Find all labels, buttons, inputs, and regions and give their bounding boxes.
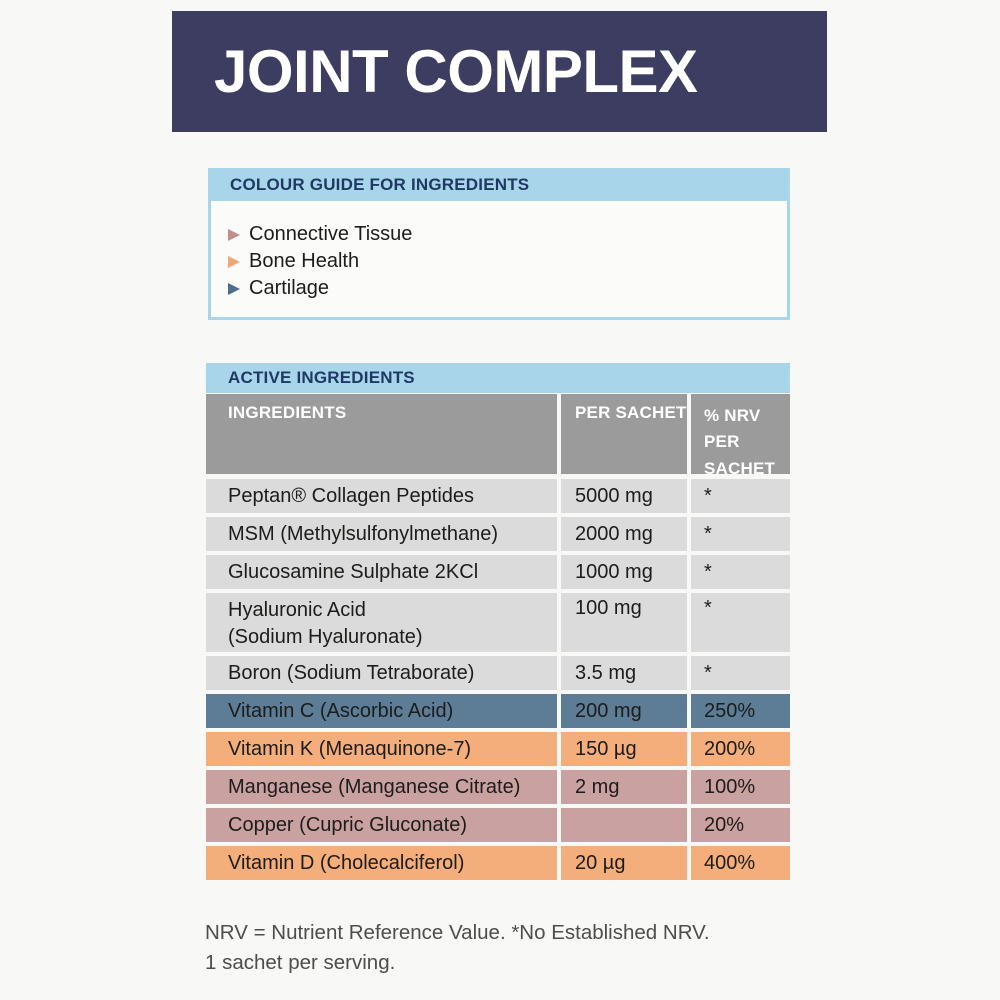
- column-header-per-sachet: PER SACHET: [561, 394, 687, 474]
- legend-item-bone-health: Bone Health: [228, 248, 787, 275]
- per-sachet-value: [561, 808, 687, 842]
- nrv-value: 100%: [691, 770, 790, 804]
- legend-item-cartilage: Cartilage: [228, 275, 787, 302]
- colour-guide-header: COLOUR GUIDE FOR INGREDIENTS: [208, 168, 790, 201]
- ingredient-name: MSM (Methylsulfonylmethane): [206, 517, 557, 551]
- page-title: JOINT COMPLEX: [214, 38, 698, 105]
- active-ingredients-header: ACTIVE INGREDIENTS: [206, 363, 790, 393]
- ingredient-name: Vitamin K (Menaquinone-7): [206, 732, 557, 766]
- table-row-vitamin-d: Vitamin D (Cholecalciferol) 20 µg 400%: [206, 846, 790, 880]
- nrv-value: *: [691, 656, 790, 690]
- table-row-vitamin-c: Vitamin C (Ascorbic Acid) 200 mg 250%: [206, 694, 790, 728]
- ingredient-name: Glucosamine Sulphate 2KCl: [206, 555, 557, 589]
- per-sachet-value: 3.5 mg: [561, 656, 687, 690]
- per-sachet-value: 200 mg: [561, 694, 687, 728]
- nrv-value: 20%: [691, 808, 790, 842]
- nrv-value: 200%: [691, 732, 790, 766]
- footnote-nrv: NRV = Nutrient Reference Value. *No Esta…: [205, 921, 710, 944]
- legend-label-connective-tissue: Connective Tissue: [249, 223, 413, 245]
- legend-label-cartilage: Cartilage: [249, 277, 330, 299]
- ingredient-name: Vitamin C (Ascorbic Acid): [206, 694, 557, 728]
- nrv-value: *: [691, 593, 790, 652]
- table-row-peptan-collagen: Peptan® Collagen Peptides 5000 mg *: [206, 479, 790, 513]
- table-row-boron: Boron (Sodium Tetraborate) 3.5 mg *: [206, 656, 790, 690]
- table-row-vitamin-k: Vitamin K (Menaquinone-7) 150 µg 200%: [206, 732, 790, 766]
- title-bar: JOINT COMPLEX: [172, 11, 827, 132]
- ingredient-name: Manganese (Manganese Citrate): [206, 770, 557, 804]
- connective-tissue-arrow-icon: [228, 228, 240, 241]
- nrv-value: 400%: [691, 846, 790, 880]
- ingredient-name: Peptan® Collagen Peptides: [206, 479, 557, 513]
- table-row-copper: Copper (Cupric Gluconate) 20%: [206, 808, 790, 842]
- cartilage-arrow-icon: [228, 282, 240, 295]
- colour-guide-body: Connective Tissue Bone Health Cartilage: [211, 201, 787, 302]
- nrv-value: 250%: [691, 694, 790, 728]
- nrv-value: *: [691, 517, 790, 551]
- bone-health-arrow-icon: [228, 255, 240, 268]
- footnote-serving: 1 sachet per serving.: [205, 951, 396, 974]
- nrv-value: *: [691, 555, 790, 589]
- table-row-hyaluronic-acid: Hyaluronic Acid (Sodium Hyaluronate) 100…: [206, 593, 790, 652]
- table-row-glucosamine: Glucosamine Sulphate 2KCl 1000 mg *: [206, 555, 790, 589]
- table-row-manganese: Manganese (Manganese Citrate) 2 mg 100%: [206, 770, 790, 804]
- ingredient-name: Boron (Sodium Tetraborate): [206, 656, 557, 690]
- active-ingredients-section: ACTIVE INGREDIENTS INGREDIENTS PER SACHE…: [206, 363, 790, 884]
- column-header-ingredients: INGREDIENTS: [206, 394, 557, 474]
- per-sachet-value: 20 µg: [561, 846, 687, 880]
- per-sachet-value: 2 mg: [561, 770, 687, 804]
- table-row-msm: MSM (Methylsulfonylmethane) 2000 mg *: [206, 517, 790, 551]
- per-sachet-value: 150 µg: [561, 732, 687, 766]
- colour-guide-panel: COLOUR GUIDE FOR INGREDIENTS Connective …: [208, 168, 790, 320]
- table-header-row: INGREDIENTS PER SACHET % NRV PER SACHET: [206, 394, 790, 478]
- legend-label-bone-health: Bone Health: [249, 250, 360, 272]
- per-sachet-value: 1000 mg: [561, 555, 687, 589]
- per-sachet-value: 100 mg: [561, 593, 687, 652]
- per-sachet-value: 2000 mg: [561, 517, 687, 551]
- per-sachet-value: 5000 mg: [561, 479, 687, 513]
- legend-item-connective-tissue: Connective Tissue: [228, 221, 787, 248]
- nrv-value: *: [691, 479, 790, 513]
- column-header-nrv-per-sachet: % NRV PER SACHET: [691, 394, 790, 478]
- footnotes: NRV = Nutrient Reference Value. *No Esta…: [205, 918, 710, 978]
- ingredient-name: Copper (Cupric Gluconate): [206, 808, 557, 842]
- ingredient-name: Hyaluronic Acid (Sodium Hyaluronate): [206, 593, 557, 652]
- ingredient-name: Vitamin D (Cholecalciferol): [206, 846, 557, 880]
